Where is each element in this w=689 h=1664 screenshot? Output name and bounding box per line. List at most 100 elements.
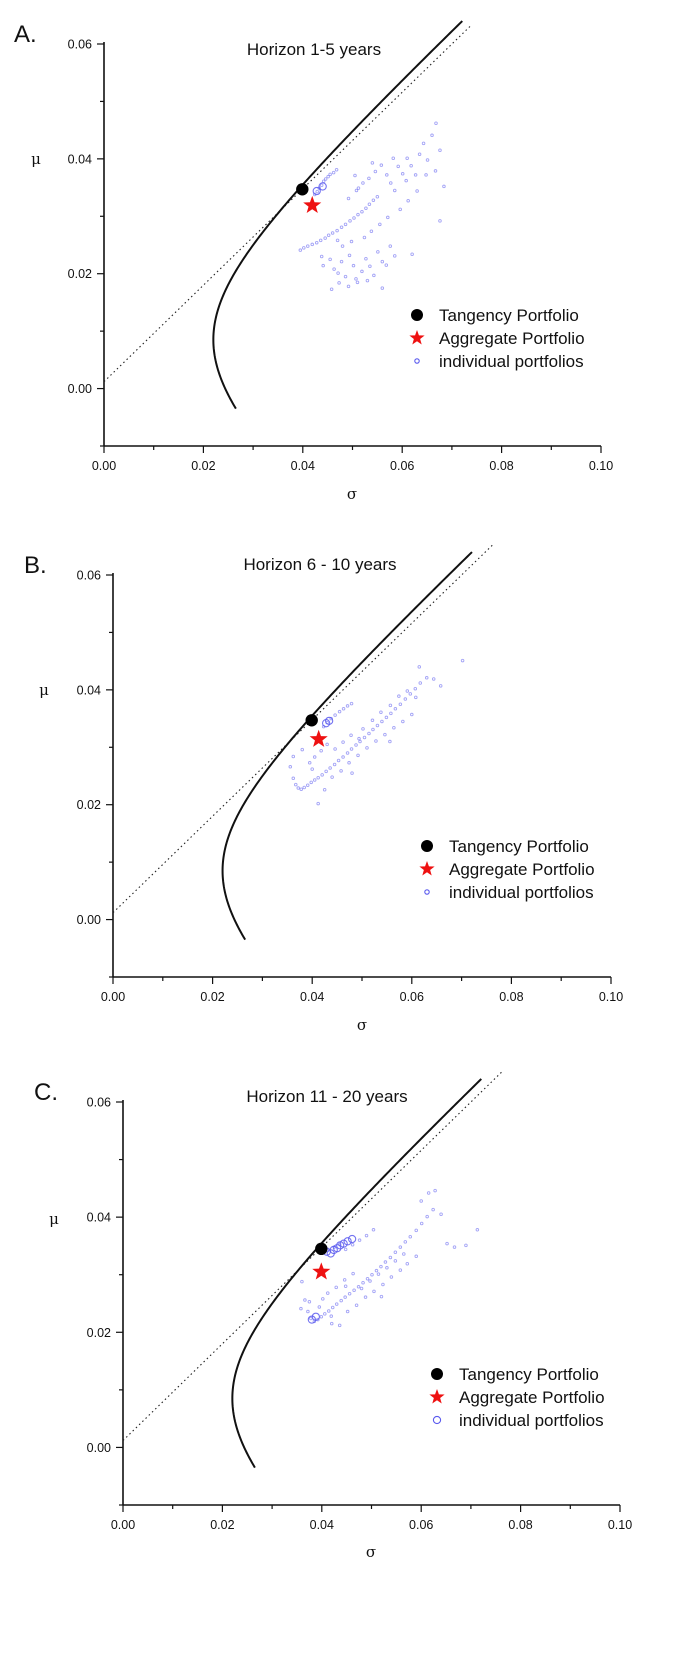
- individual-portfolio-point: [323, 236, 327, 240]
- x-tick-label: 0.02: [200, 990, 224, 1004]
- individual-portfolio-point: [424, 676, 429, 680]
- individual-portfolio-point: [312, 755, 317, 759]
- individual-portfolio-point: [334, 1285, 338, 1290]
- individual-portfolio-point: [359, 1286, 364, 1291]
- individual-portfolio-point: [300, 1279, 304, 1284]
- individual-portfolio-point: [326, 233, 331, 237]
- individual-portfolio-point: [347, 761, 351, 765]
- panel-letter: C.: [34, 1079, 58, 1106]
- y-tick-label: 0.00: [77, 913, 101, 927]
- individual-portfolio-point: [328, 172, 332, 177]
- individual-portfolio-point: [368, 264, 372, 268]
- individual-portfolio-point: [324, 769, 328, 774]
- individual-portfolio-point: [409, 163, 413, 168]
- individual-portfolio-point: [316, 801, 320, 806]
- individual-portfolio-point: [378, 222, 382, 227]
- individual-portfolio-point: [360, 269, 364, 274]
- individual-portfolio-point: [319, 1314, 324, 1319]
- individual-portfolio-point: [439, 1212, 443, 1217]
- x-tick-label: 0.10: [608, 1518, 632, 1532]
- individual-portfolio-point: [371, 198, 376, 202]
- individual-portfolio-point: [413, 173, 418, 177]
- individual-portfolio-point: [393, 707, 398, 711]
- legend-individual-marker: [414, 358, 420, 364]
- individual-portfolio-point: [356, 753, 360, 758]
- individual-portfolio-point: [355, 280, 360, 285]
- individual-portfolio-point: [369, 229, 374, 233]
- individual-portfolio-point: [330, 1305, 335, 1310]
- individual-portfolio-point: [343, 1284, 348, 1288]
- individual-portfolio-point: [452, 1245, 457, 1249]
- individual-portfolio-point: [431, 677, 436, 681]
- individual-portfolio-point: [300, 747, 304, 752]
- individual-portfolio-point: [460, 658, 465, 663]
- individual-portfolio-point: [306, 244, 310, 248]
- individual-portfolio-point: [332, 267, 336, 271]
- x-tick-label: 0.00: [92, 459, 116, 473]
- individual-portfolio-point: [321, 263, 325, 268]
- individual-portfolio-point: [368, 1279, 372, 1283]
- individual-portfolio-point: [337, 709, 342, 714]
- capital-market-line: [103, 24, 473, 383]
- individual-portfolio-point: [401, 719, 405, 724]
- individual-portfolio-point: [298, 248, 303, 252]
- x-tick-label: 0.00: [111, 1518, 135, 1532]
- legend-label-individual: individual portfolios: [459, 1411, 604, 1430]
- aggregate-portfolio-star: [309, 729, 328, 747]
- x-tick-label: 0.02: [191, 459, 215, 473]
- individual-portfolio-point: [438, 684, 443, 688]
- individual-portfolio-point: [370, 718, 375, 723]
- individual-portfolio-point: [331, 170, 336, 175]
- chart-title: Horizon 11 - 20 years: [246, 1087, 407, 1106]
- individual-portfolio-point: [360, 209, 364, 214]
- individual-portfolio-point: [323, 1312, 327, 1316]
- individual-portfolio-point: [402, 1252, 406, 1256]
- individual-portfolio-point: [327, 1309, 331, 1313]
- individual-portfolio-point: [346, 196, 351, 201]
- individual-portfolio-point: [392, 726, 396, 730]
- individual-portfolio-point: [352, 1288, 356, 1293]
- aggregate-portfolio-star: [312, 1262, 331, 1280]
- individual-portfolio-point: [405, 1262, 410, 1266]
- individual-portfolio-point: [326, 1291, 330, 1295]
- individual-portfolio-point: [367, 176, 371, 181]
- individual-portfolio-point: [418, 681, 423, 685]
- individual-portfolio-point: [336, 271, 340, 275]
- individual-portfolio-point: [315, 189, 319, 194]
- y-tick-label: 0.00: [87, 1441, 111, 1455]
- individual-portfolio-point: [350, 771, 354, 775]
- individual-portfolio-point: [371, 1228, 376, 1232]
- individual-portfolio-point: [342, 1278, 347, 1282]
- individual-portfolio-point: [291, 776, 296, 781]
- individual-portfolio-point: [389, 181, 393, 185]
- individual-portfolio-point: [371, 727, 375, 732]
- individual-portfolio-point: [319, 748, 323, 753]
- individual-portfolio-point-large: [339, 1239, 348, 1248]
- efficient-frontier: [231, 1078, 482, 1469]
- individual-portfolio-point: [319, 183, 324, 188]
- individual-portfolio-point: [405, 689, 410, 693]
- individual-portfolio-point: [357, 1238, 362, 1242]
- individual-portfolio-point: [380, 719, 384, 724]
- individual-portfolio-point: [397, 694, 401, 698]
- individual-portfolio-point: [391, 156, 396, 161]
- legend-label-aggregate: Aggregate Portfolio: [449, 860, 595, 879]
- individual-portfolio-point: [414, 695, 418, 700]
- x-tick-label: 0.10: [589, 459, 613, 473]
- x-tick-label: 0.00: [101, 990, 125, 1004]
- individual-portfolio-point: [393, 1250, 398, 1255]
- individual-portfolio-point: [321, 179, 326, 184]
- x-tick-label: 0.02: [210, 1518, 234, 1532]
- individual-portfolio-point: [302, 246, 306, 250]
- individual-portfolio-point: [415, 189, 419, 193]
- individual-portfolio-point: [363, 1295, 368, 1299]
- individual-portfolio-point: [329, 1314, 333, 1318]
- y-tick-label: 0.06: [77, 569, 101, 583]
- capital-market-line: [112, 543, 495, 914]
- panel-letter: A.: [14, 21, 37, 48]
- individual-portfolio-point: [379, 1264, 383, 1269]
- individual-portfolio-point: [392, 254, 397, 258]
- individual-portfolio-point: [419, 1199, 423, 1203]
- individual-portfolio-point: [413, 686, 418, 691]
- individual-portfolio-point: [475, 1228, 480, 1232]
